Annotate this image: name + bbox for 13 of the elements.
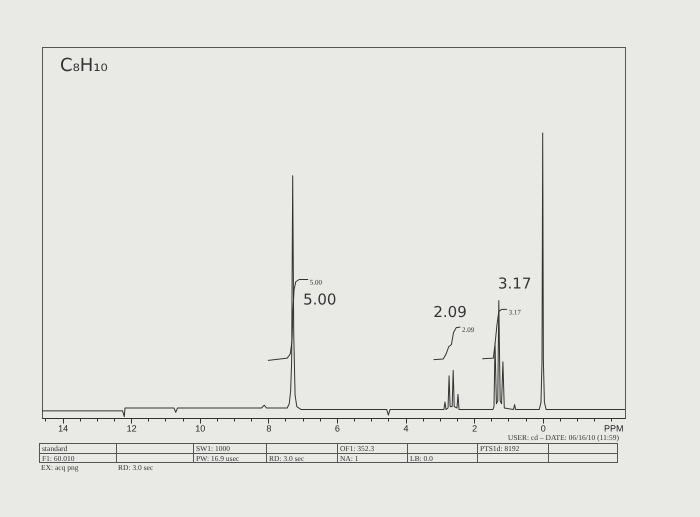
x-tick-label: 12 <box>126 424 137 434</box>
annotation: 3.17 <box>498 274 532 292</box>
x-tick-label: 10 <box>195 424 206 434</box>
x-axis-title: PPM <box>604 424 624 434</box>
chart-title: C₈H₁₀ <box>60 55 108 76</box>
x-tick-label: 4 <box>404 424 409 434</box>
annotation: 2.09 <box>433 303 467 322</box>
x-tick-label: 2 <box>472 424 478 434</box>
annotation: 5.00 <box>303 290 336 308</box>
x-tick-label: 8 <box>266 424 272 434</box>
x-tick-label: 6 <box>334 424 340 434</box>
x-tick-label: 0 <box>540 424 546 434</box>
x-tick-label: 14 <box>58 424 68 434</box>
